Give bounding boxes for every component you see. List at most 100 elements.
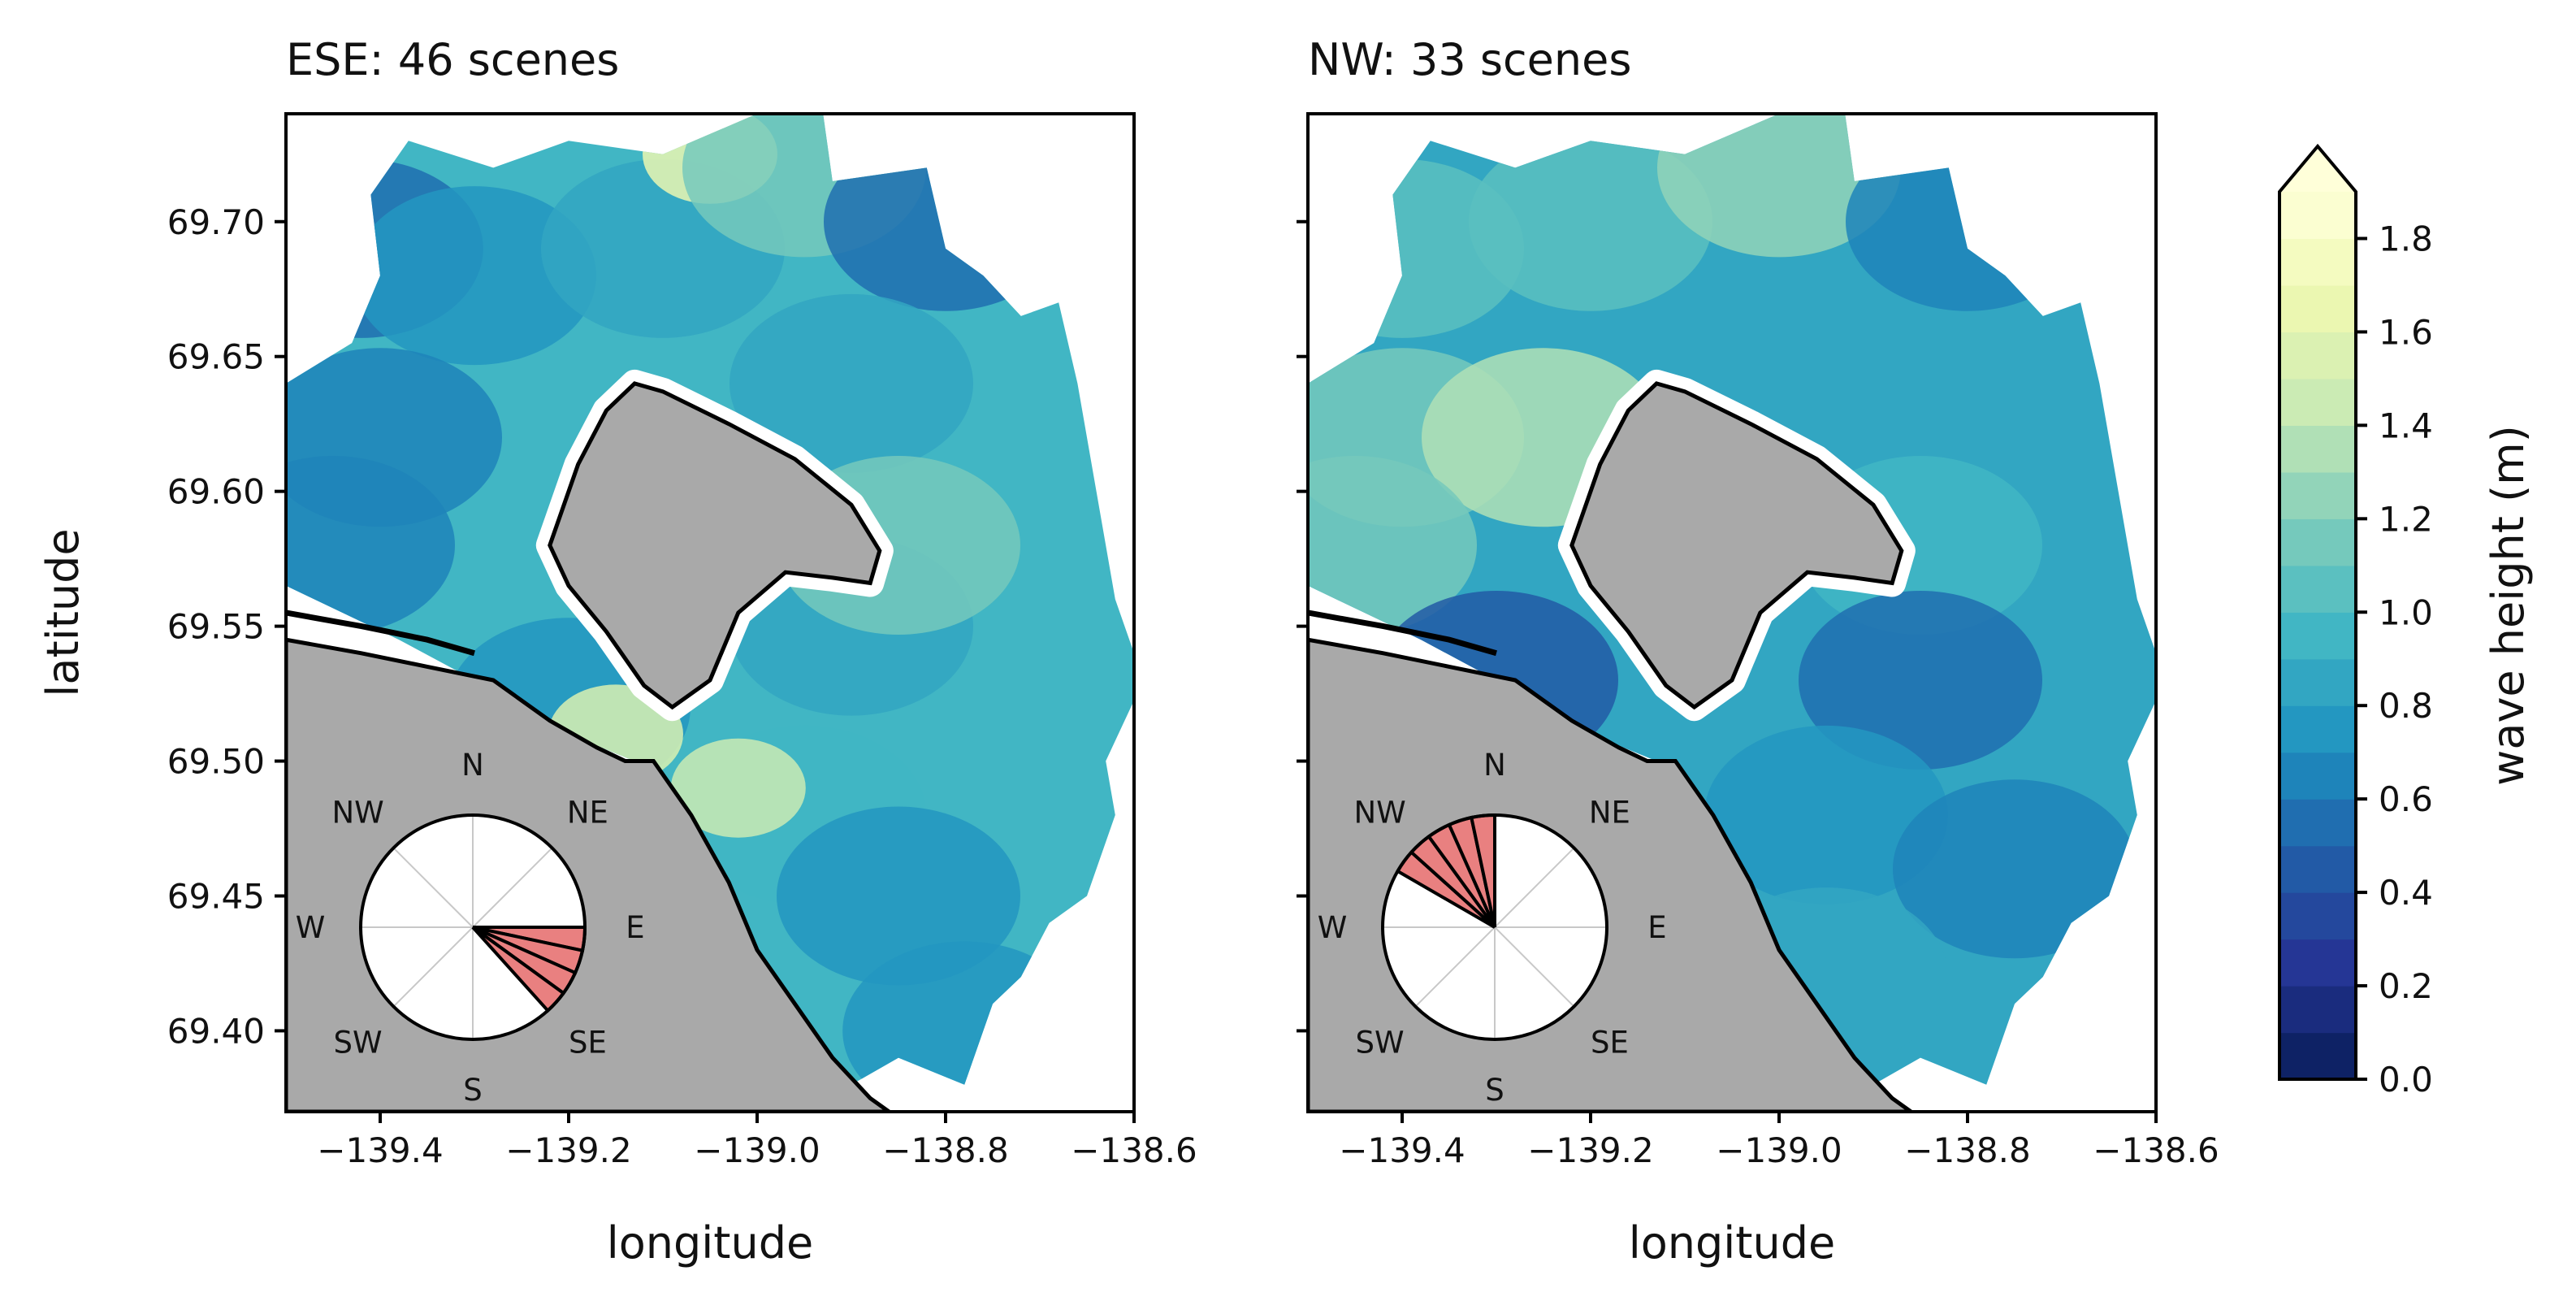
y-axis [1297,219,1308,1033]
wave-height-region [730,293,973,473]
colorbar-levels [2279,192,2356,1080]
barrier-spit [1308,609,1497,657]
colorbar-level [2279,845,2356,893]
compass-label: S [1485,1073,1504,1108]
map-left: N NE E SE S SW W NW [286,114,1134,1112]
wave-height-region [1469,132,1712,311]
colorbar-level [2279,752,2356,800]
colorbar-level [2279,238,2356,286]
x-tick-label: −138.8 [1904,1130,2030,1170]
colorbar-level [2279,986,2356,1034]
colorbar-level [2279,565,2356,613]
colorbar-level [2279,284,2356,332]
colorbar-level [2279,471,2356,519]
wind-rose: N NE E SE S SW W NW [1318,748,1667,1108]
y-tick-label: 69.55 [167,607,265,647]
colorbar-level [2279,939,2356,987]
x-axis-label: longitude [1629,1217,1835,1269]
wave-height-region [1308,456,1477,635]
colorbar-label: wave height (m) [2483,425,2534,786]
wind-rose-spoke [392,847,474,928]
compass-label: NE [1589,796,1630,831]
wind-rose-spoke [392,926,474,1008]
x-tick-label: −139.2 [1527,1130,1653,1170]
wave-height-region [353,186,596,366]
panel-ese: ESE: 46 scenes N NE E SE S SW W NW −139.4 −139.2… [37,34,1197,1269]
y-tick-label: 69.60 [167,472,265,512]
panel-title: NW: 33 scenes [1308,34,1632,85]
x-tick-label: −139.0 [694,1130,820,1170]
colorbar-level [2279,1032,2356,1080]
compass-label: NW [1353,796,1405,831]
x-tick-label: −139.0 [1716,1130,1842,1170]
wind-rose-spoke [472,847,553,928]
y-axis: 69.40 69.45 69.50 69.55 69.60 69.65 69.70 [167,202,286,1051]
y-tick-label: 69.40 [167,1011,265,1051]
wave-height-region [1846,132,2089,311]
compass-label: N [1483,748,1506,783]
x-axis: −139.4 −139.2 −139.0 −138.8 −138.6 [1339,1112,2219,1170]
y-tick-label: 69.50 [167,742,265,782]
compass-label: S [463,1073,483,1108]
colorbar-tick-label: 1.2 [2379,499,2433,539]
compass-label: W [296,910,326,945]
wind-rose-ring [1381,813,1608,1041]
wave-height-region [842,941,1087,1085]
colorbar-level [2279,192,2356,240]
colorbar-extend-max [2279,146,2356,192]
colorbar-ticks: 0.0 0.2 0.4 0.6 0.8 1.0 1.2 1.4 1.6 1.8 [2356,219,2433,1100]
colorbar-tick-label: 0.6 [2379,779,2433,819]
colorbar-tick-label: 1.6 [2379,312,2433,352]
colorbar-level [2279,518,2356,566]
panel-title: ESE: 46 scenes [286,34,619,85]
colorbar-frame [2278,143,2357,1081]
colorbar-level [2279,705,2356,753]
y-axis-label: latitude [37,528,89,696]
colorbar: 0.0 0.2 0.4 0.6 0.8 1.0 1.2 1.4 1.6 1.8 wave heig… [2278,143,2534,1100]
x-tick-label: −139.2 [505,1130,631,1170]
y-tick-label: 69.65 [167,337,265,377]
compass-label: N [461,748,484,783]
y-tick-label: 69.45 [167,876,265,916]
x-axis: −139.4 −139.2 −139.0 −138.8 −138.6 [317,1112,1197,1170]
colorbar-tick-label: 0.0 [2379,1060,2433,1100]
compass-label: E [1647,910,1666,945]
x-tick-label: −138.6 [2093,1130,2219,1170]
wave-height-region [670,738,806,838]
barrier-spit [286,609,475,657]
compass-label: SW [1356,1025,1405,1060]
colorbar-level [2279,332,2356,380]
colorbar-level [2279,612,2356,660]
colorbar-level [2279,658,2356,706]
x-tick-label: −139.4 [317,1130,443,1170]
wave-height-region [1704,725,1948,904]
x-tick-label: −138.6 [1071,1130,1197,1170]
x-tick-label: −139.4 [1339,1130,1465,1170]
wave-height-region [1799,591,2042,770]
colorbar-tick-label: 1.0 [2379,592,2433,632]
plot-frame [1306,112,2158,1113]
y-tick-label: 69.70 [167,202,265,242]
compass-label: NW [331,796,383,831]
island-outline [548,381,882,710]
x-axis-label: longitude [607,1217,813,1269]
colorbar-tick-label: 0.2 [2379,966,2433,1006]
compass-label: SE [1591,1025,1629,1060]
wave-height-region [286,456,455,635]
map-right: N NE E SE S SW W NW [1308,114,2156,1112]
colorbar-level [2279,892,2356,940]
wind-rose-spoke [1494,926,1575,1008]
colorbar-tick-label: 1.4 [2379,406,2433,445]
compass-label: W [1318,910,1348,945]
compass-label: SW [334,1025,383,1060]
wave-height-region [777,806,1020,986]
compass-label: NE [567,796,608,831]
wind-rose-spoke [1494,847,1575,928]
plot-frame [284,112,1136,1113]
colorbar-level [2279,425,2356,473]
colorbar-level [2279,799,2356,847]
wind-rose-ring [359,813,587,1041]
x-tick-label: −138.8 [882,1130,1008,1170]
